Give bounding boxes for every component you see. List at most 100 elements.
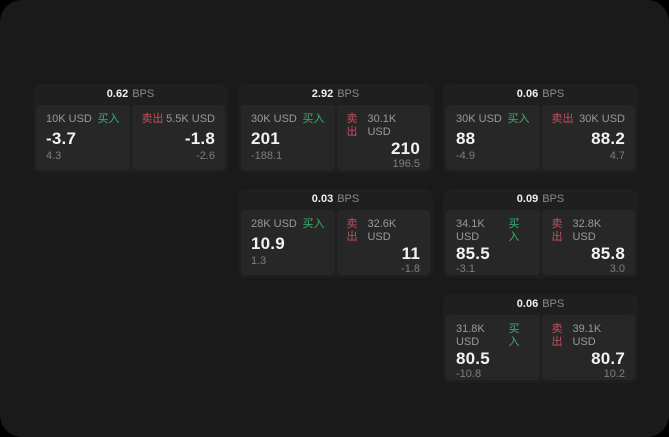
quote-card-4[interactable]: 0.03 BPS 28K USD 买入 10.9 1.3 卖出 32.6K US… [238, 189, 433, 278]
bps-value: 0.06 [516, 298, 539, 310]
buy-size-label: 34.1K USD [456, 218, 485, 243]
quote-card-5[interactable]: 0.09 BPS 34.1K USD 买入 85.5 -3.1 卖出 32.8K… [443, 189, 638, 278]
sell-price: 88.2 [591, 128, 625, 148]
buy-side-label: 买入 [302, 113, 325, 125]
quote-card-1[interactable]: 0.62 BPS 10K USD 买入 -3.7 4.3 卖出 5.5K USD… [33, 84, 228, 173]
quote-panels: 31.8K USD 买入 80.5 -10.8 卖出 39.1K USD 80.… [446, 315, 635, 380]
buy-side-label: 买入 [507, 113, 530, 125]
buy-sub-value: -188.1 [251, 150, 283, 162]
buy-panel-header: 31.8K USD 买入 [456, 323, 530, 349]
sell-panel-header: 卖出 30.1K USD [347, 113, 421, 139]
quote-panels: 30K USD 买入 201 -188.1 卖出 30.1K USD 210 1… [241, 105, 430, 170]
buy-panel[interactable]: 28K USD 买入 10.9 1.3 [241, 210, 335, 275]
bps-header: 0.62 BPS [36, 84, 225, 105]
sell-panel[interactable]: 卖出 30.1K USD 210 196.5 [336, 105, 430, 170]
sell-sub-value: 4.7 [609, 150, 625, 162]
buy-size-label: 30K USD [251, 113, 297, 125]
quote-card-6[interactable]: 0.06 BPS 31.8K USD 买入 80.5 -10.8 卖出 39.1… [443, 294, 638, 383]
bps-value: 0.62 [106, 88, 129, 100]
bps-header: 0.03 BPS [241, 189, 430, 210]
quote-panels: 28K USD 买入 10.9 1.3 卖出 32.6K USD 11 -1.8 [241, 210, 430, 275]
buy-size-label: 28K USD [251, 218, 297, 230]
buy-panel[interactable]: 30K USD 买入 88 -4.9 [446, 105, 540, 170]
quote-card-3[interactable]: 0.06 BPS 30K USD 买入 88 -4.9 卖出 30K USD 8… [443, 84, 638, 173]
sell-panel-header: 卖出 32.8K USD [552, 218, 626, 244]
bps-value: 0.06 [516, 88, 539, 100]
bps-header: 0.09 BPS [446, 189, 635, 210]
sell-price: 11 [401, 244, 420, 263]
bps-header: 0.06 BPS [446, 84, 635, 105]
buy-panel[interactable]: 31.8K USD 买入 80.5 -10.8 [446, 315, 540, 380]
bps-unit-label: BPS [337, 193, 360, 205]
sell-panel[interactable]: 卖出 32.6K USD 11 -1.8 [336, 210, 430, 275]
buy-panel-header: 28K USD 买入 [251, 218, 325, 231]
buy-size-label: 31.8K USD [456, 323, 485, 348]
sell-panel[interactable]: 卖出 5.5K USD -1.8 -2.6 [131, 105, 225, 170]
buy-side-label: 买入 [508, 323, 520, 348]
buy-side-label: 买入 [302, 218, 325, 230]
buy-price: -3.7 [46, 128, 77, 148]
sell-panel[interactable]: 卖出 30K USD 88.2 4.7 [541, 105, 635, 170]
quote-card-2[interactable]: 2.92 BPS 30K USD 买入 201 -188.1 卖出 30.1K … [238, 84, 433, 173]
buy-sub-value: -4.9 [456, 150, 475, 162]
cards-grid: 0.62 BPS 10K USD 买入 -3.7 4.3 卖出 5.5K USD… [33, 84, 638, 383]
sell-size-label: 39.1K USD [572, 323, 602, 348]
sell-sub-value: -1.8 [401, 263, 420, 275]
sell-side-label: 卖出 [551, 218, 563, 243]
bps-header: 0.06 BPS [446, 294, 635, 315]
buy-size-label: 10K USD [46, 113, 92, 125]
sell-size-label: 32.8K USD [572, 218, 602, 243]
sell-size-label: 32.6K USD [367, 218, 397, 243]
sell-panel[interactable]: 卖出 39.1K USD 80.7 10.2 [541, 315, 635, 380]
buy-panel-header: 30K USD 买入 [456, 113, 530, 126]
sell-side-label: 卖出 [141, 113, 164, 125]
sell-size-label: 30.1K USD [367, 113, 397, 138]
sell-price: 210 [391, 139, 420, 158]
buy-price: 10.9 [251, 233, 285, 253]
sell-panel-header: 卖出 39.1K USD [552, 323, 626, 349]
sell-size-label: 30K USD [579, 113, 625, 125]
sell-side-label: 卖出 [551, 323, 563, 348]
buy-price: 85.5 [456, 244, 490, 263]
sell-panel-header: 卖出 5.5K USD [142, 113, 216, 126]
sell-price: 85.8 [591, 244, 625, 263]
sell-side-label: 卖出 [551, 113, 574, 125]
sell-panel-header: 卖出 32.6K USD [347, 218, 421, 244]
bps-unit-label: BPS [542, 298, 565, 310]
sell-panel-header: 卖出 30K USD [552, 113, 626, 126]
sell-sub-value: 10.2 [603, 368, 625, 380]
bps-unit-label: BPS [337, 88, 360, 100]
bps-value: 2.92 [311, 88, 334, 100]
quote-panels: 30K USD 买入 88 -4.9 卖出 30K USD 88.2 4.7 [446, 105, 635, 170]
buy-panel[interactable]: 34.1K USD 买入 85.5 -3.1 [446, 210, 540, 275]
sell-sub-value: 3.0 [609, 263, 625, 275]
quote-panels: 10K USD 买入 -3.7 4.3 卖出 5.5K USD -1.8 -2.… [36, 105, 225, 170]
buy-side-label: 买入 [508, 218, 520, 243]
buy-sub-value: -3.1 [456, 263, 475, 275]
sell-side-label: 卖出 [346, 218, 358, 243]
buy-panel-header: 10K USD 买入 [46, 113, 120, 126]
bps-value: 0.03 [311, 193, 334, 205]
quote-panels: 34.1K USD 买入 85.5 -3.1 卖出 32.8K USD 85.8… [446, 210, 635, 275]
bps-value: 0.09 [516, 193, 539, 205]
buy-panel[interactable]: 10K USD 买入 -3.7 4.3 [36, 105, 130, 170]
buy-sub-value: -10.8 [456, 368, 482, 380]
bps-unit-label: BPS [132, 88, 155, 100]
bps-header: 2.92 BPS [241, 84, 430, 105]
sell-side-label: 卖出 [346, 113, 358, 138]
buy-price: 80.5 [456, 349, 490, 368]
buy-panel-header: 34.1K USD 买入 [456, 218, 530, 244]
sell-size-label: 5.5K USD [166, 113, 215, 125]
buy-sub-value: 1.3 [251, 255, 267, 267]
buy-panel-header: 30K USD 买入 [251, 113, 325, 126]
buy-sub-value: 4.3 [46, 150, 62, 162]
sell-price: 80.7 [591, 349, 625, 368]
bps-unit-label: BPS [542, 193, 565, 205]
buy-size-label: 30K USD [456, 113, 502, 125]
buy-panel[interactable]: 30K USD 买入 201 -188.1 [241, 105, 335, 170]
buy-price: 201 [251, 128, 280, 148]
sell-panel[interactable]: 卖出 32.8K USD 85.8 3.0 [541, 210, 635, 275]
buy-price: 88 [456, 128, 476, 148]
sell-sub-value: -2.6 [196, 150, 215, 162]
